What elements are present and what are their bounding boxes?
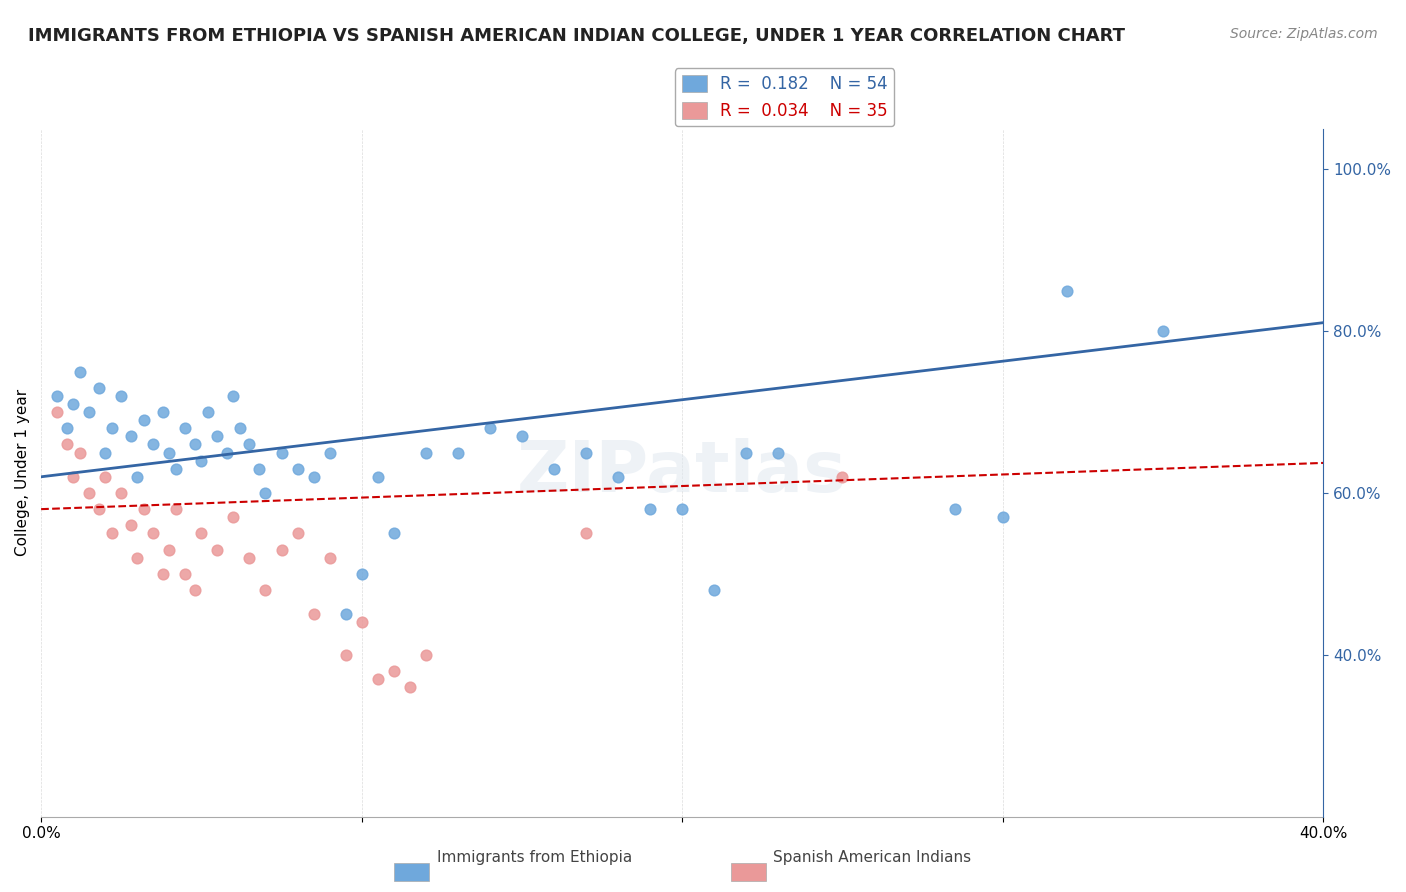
- Point: [94, 470, 117, 484]
- Point: [69, 365, 91, 379]
- Point: [911, 838, 934, 852]
- Text: IMMIGRANTS FROM ETHIOPIA VS SPANISH AMERICAN INDIAN COLLEGE, UNDER 1 YEAR CORREL: IMMIGRANTS FROM ETHIOPIA VS SPANISH AMER…: [28, 27, 1125, 45]
- Point: [152, 566, 174, 581]
- Point: [215, 445, 238, 459]
- Point: [367, 470, 389, 484]
- Point: [165, 461, 187, 475]
- Point: [229, 421, 252, 435]
- Point: [350, 615, 373, 630]
- Point: [254, 582, 277, 597]
- Point: [190, 453, 212, 467]
- Point: [943, 502, 966, 516]
- Point: [238, 437, 260, 451]
- Point: [174, 566, 197, 581]
- Point: [120, 518, 142, 533]
- Point: [287, 526, 309, 541]
- Point: [607, 470, 630, 484]
- Point: [638, 502, 661, 516]
- Point: [77, 405, 100, 419]
- Point: [318, 550, 340, 565]
- Point: [207, 542, 229, 557]
- Point: [254, 486, 277, 500]
- Point: [270, 542, 292, 557]
- Point: [447, 445, 470, 459]
- Point: [157, 542, 180, 557]
- Text: ZIPatlas: ZIPatlas: [517, 438, 848, 508]
- Legend: R =  0.182    N = 54, R =  0.034    N = 35: R = 0.182 N = 54, R = 0.034 N = 35: [675, 69, 894, 127]
- Point: [69, 445, 91, 459]
- Point: [184, 582, 207, 597]
- Point: [55, 437, 77, 451]
- Point: [671, 502, 693, 516]
- Point: [157, 445, 180, 459]
- Point: [152, 405, 174, 419]
- Point: [335, 648, 357, 662]
- Point: [94, 445, 117, 459]
- Point: [382, 526, 405, 541]
- Point: [575, 526, 598, 541]
- Point: [87, 502, 110, 516]
- Point: [142, 437, 165, 451]
- Point: [543, 461, 565, 475]
- Point: [174, 421, 197, 435]
- Point: [222, 510, 245, 524]
- Point: [398, 680, 420, 694]
- Point: [1056, 284, 1078, 298]
- Point: [831, 470, 853, 484]
- Point: [207, 429, 229, 443]
- Point: [62, 397, 84, 411]
- Point: [735, 445, 758, 459]
- Point: [55, 421, 77, 435]
- Point: [991, 510, 1014, 524]
- Point: [120, 429, 142, 443]
- Point: [100, 526, 122, 541]
- Point: [46, 405, 69, 419]
- Y-axis label: College, Under 1 year: College, Under 1 year: [15, 389, 30, 557]
- Point: [142, 526, 165, 541]
- Point: [335, 607, 357, 622]
- Point: [1152, 324, 1174, 338]
- Text: Spanish American Indians: Spanish American Indians: [773, 850, 970, 865]
- Point: [302, 470, 325, 484]
- Point: [62, 470, 84, 484]
- Point: [478, 421, 501, 435]
- Point: [238, 550, 260, 565]
- Point: [46, 389, 69, 403]
- Point: [127, 550, 149, 565]
- Point: [110, 486, 132, 500]
- Point: [222, 389, 245, 403]
- Point: [127, 470, 149, 484]
- Point: [87, 381, 110, 395]
- Point: [382, 664, 405, 678]
- Point: [318, 445, 340, 459]
- Point: [184, 437, 207, 451]
- Point: [132, 413, 155, 427]
- Point: [132, 502, 155, 516]
- Point: [287, 461, 309, 475]
- Point: [110, 389, 132, 403]
- Point: [825, 842, 848, 856]
- Point: [100, 421, 122, 435]
- Point: [247, 461, 270, 475]
- Point: [190, 526, 212, 541]
- Point: [197, 405, 219, 419]
- Point: [703, 582, 725, 597]
- Point: [350, 566, 373, 581]
- Point: [510, 429, 533, 443]
- Point: [367, 672, 389, 686]
- Point: [77, 486, 100, 500]
- Point: [270, 445, 292, 459]
- Point: [768, 445, 790, 459]
- Point: [165, 502, 187, 516]
- Point: [575, 445, 598, 459]
- Point: [415, 445, 437, 459]
- Point: [415, 648, 437, 662]
- Point: [1376, 846, 1399, 860]
- Text: Immigrants from Ethiopia: Immigrants from Ethiopia: [437, 850, 631, 865]
- Text: Source: ZipAtlas.com: Source: ZipAtlas.com: [1230, 27, 1378, 41]
- Point: [302, 607, 325, 622]
